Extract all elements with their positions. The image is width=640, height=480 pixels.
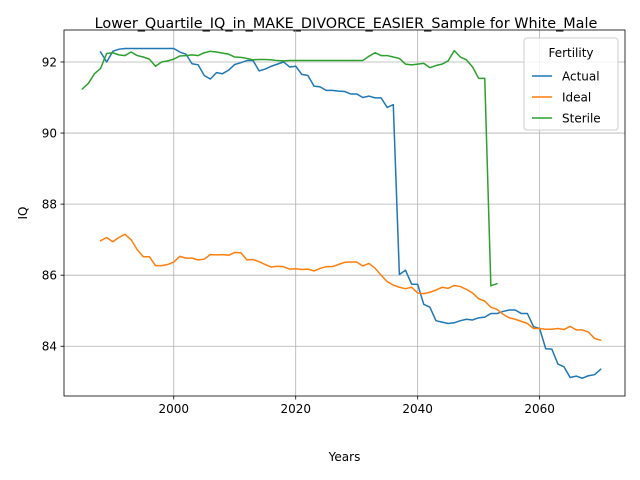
y-tick-label: 92 xyxy=(42,55,57,69)
legend-title: Fertility xyxy=(548,46,593,60)
legend-label-ideal: Ideal xyxy=(562,90,591,104)
legend: Fertility Actual Ideal Sterile xyxy=(523,37,619,131)
y-tick-label: 90 xyxy=(42,126,57,140)
y-tick-label: 84 xyxy=(42,340,57,354)
legend-frame xyxy=(523,37,619,131)
y-tick-label: 86 xyxy=(42,268,57,282)
x-axis: 2000 2020 2040 2060 xyxy=(158,396,555,416)
x-tick-label: 2020 xyxy=(280,402,311,416)
x-tick-label: 2000 xyxy=(158,402,189,416)
legend-label-sterile: Sterile xyxy=(562,111,601,125)
plot-frame xyxy=(63,29,626,397)
series-layer xyxy=(81,47,602,379)
y-axis-label: IQ xyxy=(16,207,30,220)
series-line-ideal xyxy=(99,233,602,342)
y-axis: 84 86 88 90 92 xyxy=(42,55,64,354)
x-tick-label: 2060 xyxy=(524,402,555,416)
legend-label-actual: Actual xyxy=(562,69,600,83)
legend-items: Actual Ideal Sterile xyxy=(532,69,601,125)
y-tick-label: 88 xyxy=(42,197,57,211)
x-tick-label: 2040 xyxy=(402,402,433,416)
series-line-actual xyxy=(99,47,602,379)
x-axis-label: Years xyxy=(328,450,361,464)
chart-title: Lower_Quartile_IQ_in_MAKE_DIVORCE_EASIER… xyxy=(95,16,598,32)
series-line-sterile xyxy=(81,49,498,287)
